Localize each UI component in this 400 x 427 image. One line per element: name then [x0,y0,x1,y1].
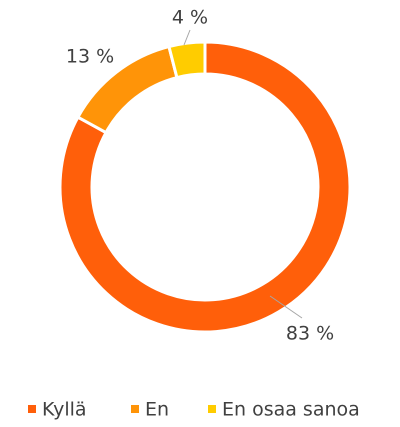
legend-swatch [131,405,139,413]
legend-swatch [208,405,216,413]
legend-label: En [145,399,169,421]
leader-line [183,29,191,46]
legend-label: En osaa sanoa [222,399,360,421]
donut-segment [58,40,352,334]
donut-segment [167,40,207,80]
data-label: 83 % [286,323,334,345]
legend-swatch [28,405,36,413]
data-label: 4 % [172,7,208,29]
data-label: 13 % [66,46,114,68]
legend-label: Kyllä [42,399,87,421]
leader-line [269,295,303,319]
